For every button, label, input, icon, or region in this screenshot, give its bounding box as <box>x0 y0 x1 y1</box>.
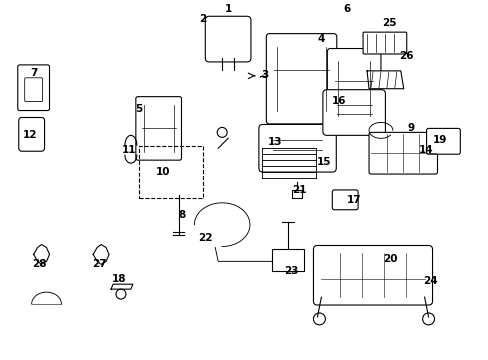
Text: 10: 10 <box>155 167 169 177</box>
Text: 7: 7 <box>30 68 37 78</box>
Text: 23: 23 <box>284 266 298 276</box>
Text: 9: 9 <box>407 123 413 134</box>
FancyBboxPatch shape <box>362 32 406 54</box>
Text: 16: 16 <box>331 96 346 105</box>
FancyBboxPatch shape <box>426 129 459 154</box>
FancyBboxPatch shape <box>205 16 250 62</box>
FancyBboxPatch shape <box>258 125 336 172</box>
FancyBboxPatch shape <box>368 132 437 174</box>
Bar <box>139 146 203 198</box>
Text: 17: 17 <box>346 195 361 205</box>
FancyBboxPatch shape <box>332 190 357 210</box>
Text: 6: 6 <box>343 4 350 14</box>
Text: 2: 2 <box>198 14 205 24</box>
FancyBboxPatch shape <box>18 65 49 111</box>
Text: 11: 11 <box>122 145 136 155</box>
Text: 22: 22 <box>198 233 212 243</box>
Text: 3: 3 <box>261 70 268 80</box>
Text: 14: 14 <box>418 145 433 155</box>
Text: 1: 1 <box>224 4 231 14</box>
FancyBboxPatch shape <box>136 96 181 160</box>
Text: 12: 12 <box>22 130 37 140</box>
Bar <box>291 190 301 198</box>
Text: 27: 27 <box>92 259 106 269</box>
Text: 8: 8 <box>179 210 186 220</box>
Text: 21: 21 <box>292 185 306 195</box>
Text: 20: 20 <box>383 255 397 264</box>
FancyBboxPatch shape <box>322 90 385 135</box>
Text: 28: 28 <box>32 259 47 269</box>
FancyBboxPatch shape <box>326 49 380 129</box>
Text: 4: 4 <box>317 34 325 44</box>
Polygon shape <box>366 71 403 89</box>
Text: 15: 15 <box>317 157 331 167</box>
Text: 26: 26 <box>399 51 413 61</box>
Bar <box>271 249 303 271</box>
FancyBboxPatch shape <box>25 78 42 102</box>
Text: 18: 18 <box>111 274 126 284</box>
Text: 25: 25 <box>381 18 395 28</box>
Text: 24: 24 <box>423 276 437 286</box>
FancyBboxPatch shape <box>266 33 336 124</box>
Text: 5: 5 <box>135 104 142 113</box>
Text: 13: 13 <box>267 137 282 147</box>
FancyBboxPatch shape <box>313 246 432 305</box>
FancyBboxPatch shape <box>19 117 44 151</box>
Text: 19: 19 <box>432 135 447 145</box>
